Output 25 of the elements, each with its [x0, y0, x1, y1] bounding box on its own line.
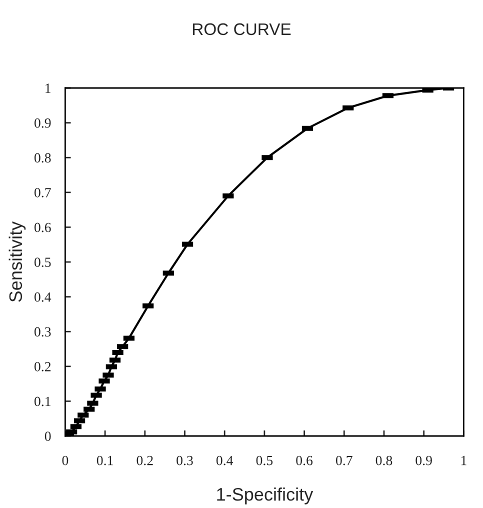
y-axis-title: Sensitivity	[8, 221, 26, 302]
y-tick-label: 0.7	[34, 188, 51, 198]
y-tick-label: 0.1	[34, 396, 50, 406]
x-tick-label: 0.6	[296, 456, 313, 466]
x-tick-label: 0.7	[336, 456, 352, 466]
y-tick-label: 1	[46, 84, 50, 93]
y-tick-label: 0.6	[34, 222, 51, 232]
chart-title: ROC CURVE	[193, 23, 291, 36]
x-tick-label: 0.2	[136, 456, 153, 466]
y-tick-label: 0.8	[34, 153, 51, 163]
x-tick-label: 1	[461, 456, 466, 466]
x-tick-label: 0.5	[256, 456, 273, 466]
x-tick-label: 0	[62, 456, 68, 466]
y-tick-label: 0.3	[34, 327, 51, 337]
x-tick-label: 0.8	[376, 456, 392, 466]
x-tick-label: 0.1	[96, 456, 113, 466]
x-axis-title: 1-Specificity	[217, 487, 314, 504]
y-tick-label: 0.4	[34, 292, 52, 302]
y-tick-label: 0.5	[34, 258, 51, 268]
x-tick-label: 0.9	[416, 456, 432, 466]
x-tick-label: 0.3	[176, 456, 193, 466]
y-tick-label: 0.9	[34, 118, 51, 128]
y-tick-label: 0.2	[34, 362, 51, 372]
x-tick-label: 0.4	[216, 456, 234, 466]
y-tick-label: 0	[44, 432, 51, 441]
